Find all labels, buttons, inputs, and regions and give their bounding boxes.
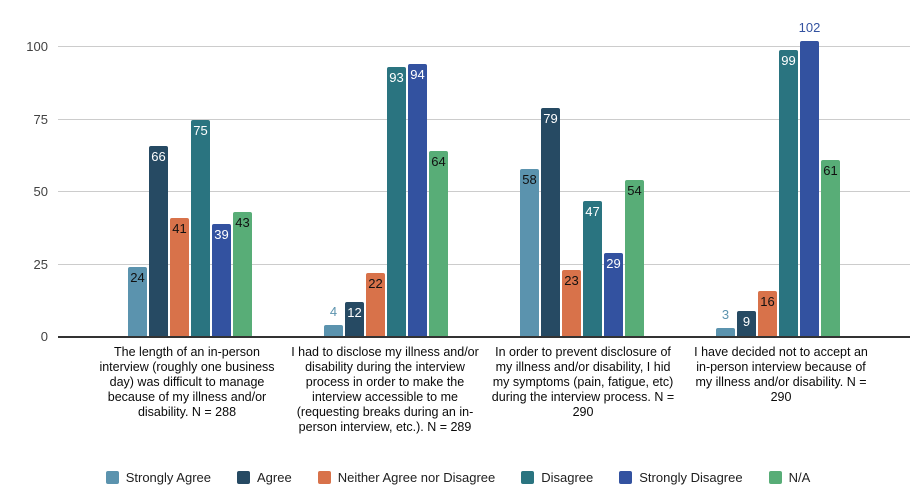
y-tick-label: 0 — [40, 329, 48, 344]
value-label: 23 — [564, 273, 579, 289]
category-label: I had to disclose my illness and/or disa… — [291, 345, 479, 434]
value-label: 39 — [214, 226, 229, 242]
bar-neither-agree-nor-disagree[interactable]: 23 — [562, 270, 581, 337]
value-label: 9 — [742, 313, 751, 329]
gridline — [58, 191, 910, 192]
bar-strongly-agree[interactable]: 3 — [716, 307, 735, 337]
value-label: 64 — [431, 154, 446, 170]
legend-color-swatch — [768, 471, 782, 484]
legend-label: Strongly Agree — [125, 470, 211, 485]
bar-strongly-agree[interactable]: 58 — [520, 168, 539, 337]
gridline — [58, 46, 910, 47]
bar-agree[interactable]: 66 — [149, 145, 168, 337]
value-label: 94 — [410, 67, 425, 83]
value-label: 61 — [823, 163, 838, 179]
bar-disagree[interactable]: 47 — [583, 200, 602, 337]
value-label: 3 — [721, 307, 730, 323]
bar-n-a[interactable]: 43 — [233, 212, 252, 337]
value-label: 79 — [543, 110, 558, 126]
bar-n-a[interactable]: 54 — [625, 180, 644, 337]
value-label: 4 — [329, 304, 338, 320]
category-label: The length of an in-person interview (ro… — [99, 345, 275, 419]
bar-strongly-agree[interactable]: 4 — [324, 304, 343, 337]
legend-label: N/A — [788, 470, 811, 485]
legend-item-strongly-disagree[interactable]: Strongly Disagree — [619, 470, 743, 485]
bar-neither-agree-nor-disagree[interactable]: 22 — [366, 273, 385, 337]
legend-color-swatch — [317, 471, 331, 484]
bar-agree[interactable]: 12 — [345, 302, 364, 337]
legend-color-swatch — [521, 471, 535, 484]
bar-disagree[interactable]: 93 — [387, 67, 406, 337]
bar-n-a[interactable]: 64 — [429, 151, 448, 337]
plot-area: 24 66 41 75 39 43 4 12 22 93 94 64 58 79 23 47 29 54 3 9 16 9… — [26, 10, 910, 344]
bar-neither-agree-nor-disagree[interactable]: 41 — [170, 218, 189, 337]
legend-item-neither-agree-nor-disagree[interactable]: Neither Agree nor Disagree — [317, 470, 496, 485]
legend-label: Neither Agree nor Disagree — [337, 470, 496, 485]
bar-agree[interactable]: 79 — [541, 107, 560, 337]
bar-group: 24 66 41 75 39 43 — [92, 10, 288, 337]
bar-group: 3 9 16 99 102 61 — [680, 10, 876, 337]
value-label: 43 — [235, 215, 250, 231]
value-label: 102 — [798, 20, 821, 36]
bar-disagree[interactable]: 75 — [191, 119, 210, 337]
value-label: 93 — [389, 70, 404, 86]
value-label: 29 — [606, 255, 621, 271]
value-label: 24 — [130, 270, 145, 286]
bar-group: 4 12 22 93 94 64 — [288, 10, 484, 337]
legend: Strongly Agree Agree Neither Agree nor Dis… — [0, 470, 916, 485]
legend-item-disagree[interactable]: Disagree — [521, 470, 593, 485]
legend-label: Agree — [257, 470, 292, 485]
gridline — [58, 118, 910, 120]
category-label: In order to prevent disclosure of my ill… — [491, 345, 675, 419]
value-label: 54 — [627, 183, 642, 199]
value-label: 58 — [522, 171, 537, 187]
value-label: 47 — [585, 203, 600, 219]
legend-item-n-a[interactable]: N/A — [768, 470, 811, 485]
y-tick-label: 75 — [33, 111, 48, 127]
legend-item-strongly-agree[interactable]: Strongly Agree — [105, 470, 211, 485]
value-label: 75 — [193, 122, 208, 138]
value-label: 12 — [347, 305, 362, 321]
legend-item-agree[interactable]: Agree — [237, 470, 292, 485]
legend-color-swatch — [619, 471, 633, 484]
value-label: 16 — [760, 293, 775, 309]
category-axis: The length of an in-person interview (ro… — [58, 345, 910, 435]
x-axis-baseline — [58, 336, 910, 338]
bar-strongly-disagree[interactable]: 29 — [604, 252, 623, 337]
legend-color-swatch — [105, 471, 119, 484]
bar-strongly-agree[interactable]: 24 — [128, 267, 147, 337]
gridline — [58, 263, 910, 265]
bar-strongly-disagree[interactable]: 39 — [212, 223, 231, 337]
value-label: 99 — [781, 52, 796, 68]
bar-agree[interactable]: 9 — [737, 310, 756, 337]
bar-strongly-disagree[interactable]: 102 — [799, 20, 820, 337]
bar-n-a[interactable]: 61 — [821, 160, 840, 337]
bar-groups: 24 66 41 75 39 43 4 12 22 93 94 64 58 79 23 47 29 54 3 9 16 9… — [58, 10, 910, 337]
value-label: 66 — [151, 148, 166, 164]
bar-group: 58 79 23 47 29 54 — [484, 10, 680, 337]
bar-disagree[interactable]: 99 — [779, 49, 798, 337]
bar-neither-agree-nor-disagree[interactable]: 16 — [758, 290, 777, 337]
bar-strongly-disagree[interactable]: 94 — [408, 64, 427, 337]
y-tick-label: 50 — [33, 184, 48, 199]
legend-color-swatch — [237, 471, 250, 484]
value-label: 41 — [172, 221, 187, 237]
legend-label: Disagree — [541, 470, 594, 485]
y-tick-label: 100 — [26, 39, 48, 54]
value-label: 22 — [368, 276, 383, 292]
category-label: I have decided not to accept an in-perso… — [694, 345, 868, 404]
y-tick-label: 25 — [33, 256, 48, 272]
legend-label: Strongly Disagree — [639, 470, 743, 485]
